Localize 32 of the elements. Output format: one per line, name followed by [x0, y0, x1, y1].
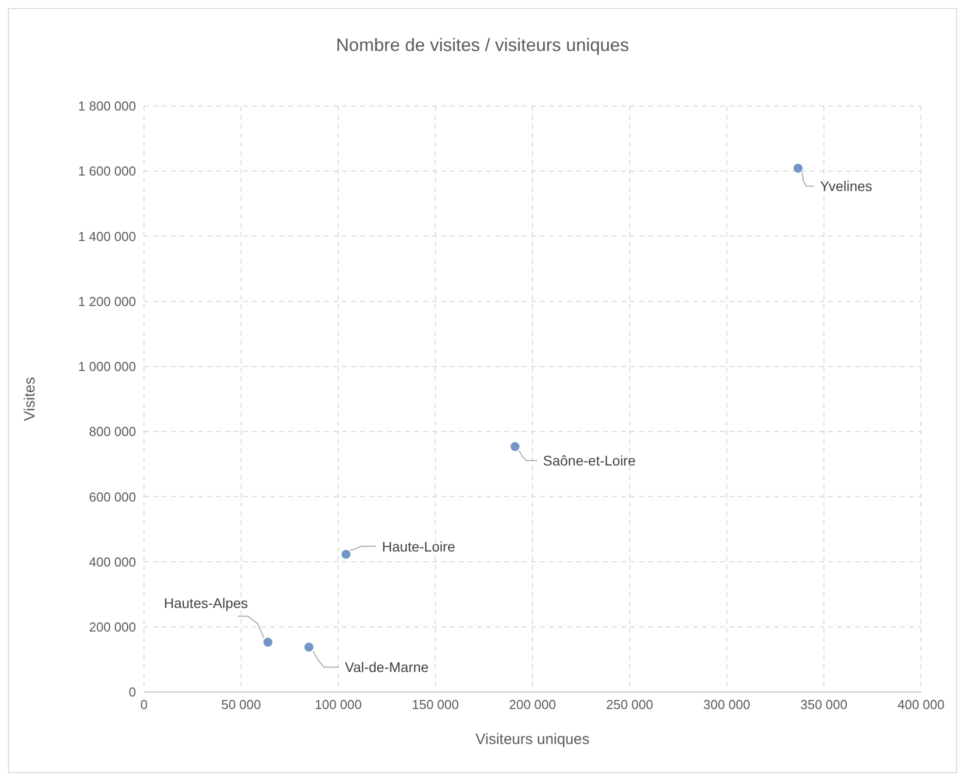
point: [304, 642, 314, 652]
point: [263, 638, 272, 647]
x-tick-label: 150 000: [412, 697, 459, 712]
point: [794, 164, 803, 173]
x-tick-label: 0: [140, 697, 148, 712]
x-tick-label: 50 000: [221, 697, 262, 712]
y-tick-label: 1 000 000: [78, 359, 136, 374]
y-tick-label: 600 000: [89, 489, 136, 504]
y-tick-label: 0: [128, 684, 136, 700]
annotation: Yvelines: [820, 178, 872, 194]
y-tick-label: 400 000: [89, 554, 136, 570]
annotation: Saône-et-Loire: [543, 452, 636, 469]
x-tick-label: 200 000: [509, 697, 556, 712]
y-tick-label: 800 000: [89, 424, 136, 440]
x-tick-label: 250 000: [606, 697, 654, 712]
point: [342, 550, 351, 559]
chart-title: Nombre de visites / visiteurs uniques: [334, 35, 630, 56]
y-tick-label: 1 800 000: [78, 98, 136, 114]
point: [510, 442, 520, 452]
x-tick-label: 350 000: [800, 697, 848, 712]
y-tick-label: 1 200 000: [78, 294, 136, 309]
annotation: Val-de-Marne: [344, 659, 429, 676]
x-tick-label: 100 000: [314, 697, 362, 712]
y-tick-label: 1 400 000: [78, 228, 136, 244]
y-tick-label: 200 000: [89, 620, 136, 635]
x-tick-label: 300 000: [703, 697, 750, 712]
x-tick-label: 400 000: [898, 697, 944, 712]
y-axis-title: Visites: [21, 377, 38, 421]
annotation: Haute-Loire: [382, 538, 456, 554]
annotation: Hautes-Alpes: [164, 595, 248, 612]
x-axis-title: Visiteurs uniques: [476, 731, 590, 748]
y-tick-label: 1 600 000: [78, 164, 136, 179]
